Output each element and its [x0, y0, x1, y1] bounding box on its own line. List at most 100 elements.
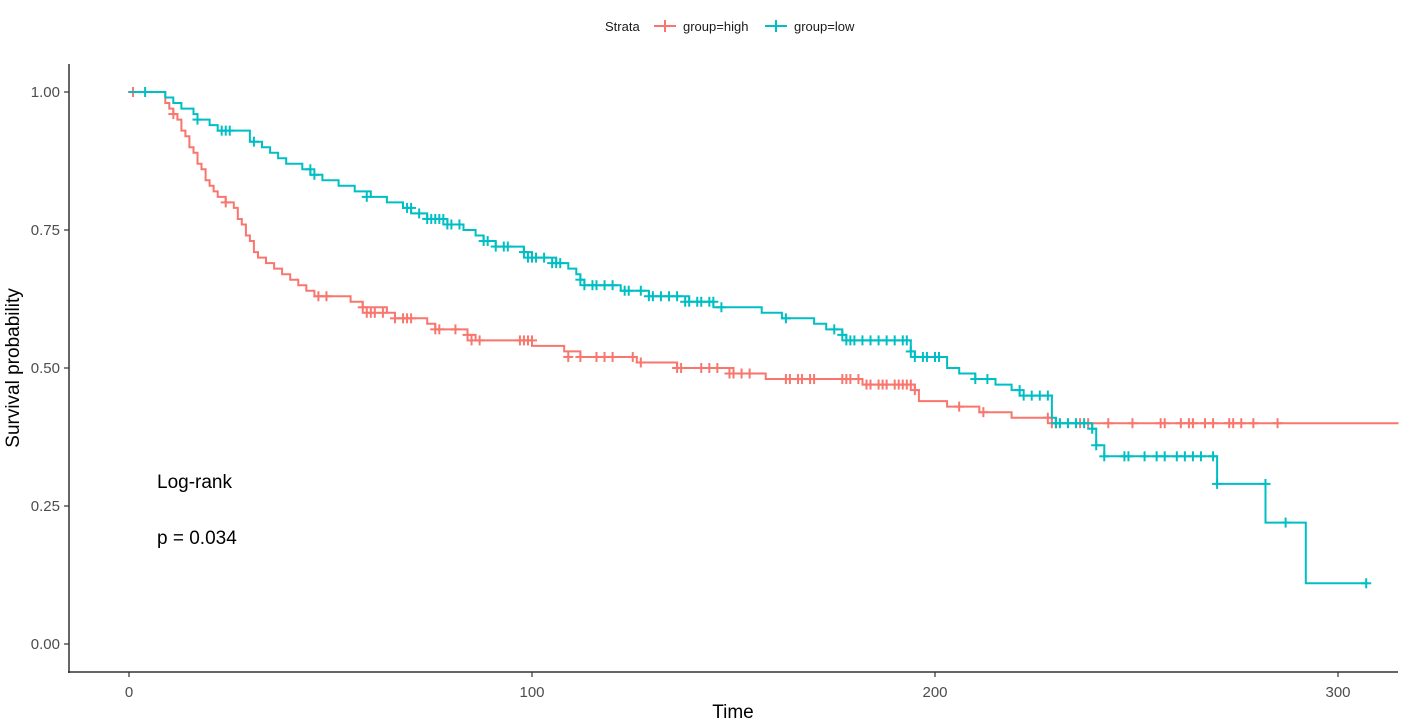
censor-mark-low [1195, 451, 1206, 462]
censor-mark-high [978, 407, 989, 418]
censor-mark-low [829, 324, 840, 335]
censor-mark-high [744, 368, 755, 379]
censor-mark-low [1042, 390, 1053, 401]
censor-mark-low [905, 346, 916, 357]
censor-mark-high [474, 335, 485, 346]
legend-key-high [654, 20, 676, 32]
censor-mark-low [780, 313, 791, 324]
y-tick-label: 0.75 [31, 222, 60, 239]
censor-mark-high [676, 363, 687, 373]
legend-label-low: group=low [794, 19, 855, 34]
censor-mark-low [224, 125, 235, 136]
censor-mark-high [321, 291, 332, 302]
survival-curve-low [129, 91, 1367, 585]
censor-mark-high [1248, 418, 1259, 429]
censor-mark-high [406, 313, 417, 324]
censor-mark-low [1099, 451, 1110, 462]
censor-mark-high [809, 374, 820, 385]
y-tick-label: 0.50 [31, 360, 60, 377]
censor-mark-low [1212, 478, 1223, 489]
censor-mark-high [1208, 418, 1219, 429]
censor-mark-low [970, 374, 981, 385]
censor-mark-low [1159, 451, 1170, 462]
censor-mark-low [438, 213, 449, 224]
censor-mark-high [954, 401, 965, 412]
censor-mark-low [482, 236, 493, 247]
censor-mark-low [414, 208, 425, 219]
censor-mark-high [905, 379, 916, 390]
x-ticks: 0 100 200 300 [125, 672, 1351, 701]
censor-mark-low [934, 351, 945, 362]
censor-mark-high [527, 335, 537, 346]
censor-mark-low [309, 169, 320, 180]
censor-mark-low [1014, 385, 1025, 396]
legend-label-high: group=high [683, 19, 748, 34]
censor-mark-high [377, 307, 388, 318]
censor-mark-low [518, 247, 529, 258]
censor-mark-high [434, 324, 445, 335]
censor-mark-high [1236, 418, 1247, 429]
censor-mark-low [716, 302, 727, 313]
censor-mark-high [220, 197, 231, 208]
censor-mark-high [450, 324, 461, 335]
censor-mark-low [901, 335, 912, 346]
censor-mark-low [555, 258, 566, 269]
censor-mark-low [1091, 440, 1102, 451]
censor-mark-high [607, 351, 618, 362]
curves [128, 87, 1399, 589]
censor-mark-low [1087, 423, 1098, 434]
censor-mark-low [575, 274, 586, 285]
censor-mark-high [462, 329, 473, 340]
censor-mark-low [837, 329, 848, 340]
censor-mark-low [1079, 418, 1090, 429]
x-tick-label: 100 [519, 684, 544, 701]
censor-mark-low [406, 202, 417, 213]
censor-mark-high [627, 351, 638, 362]
y-tick-label: 1.00 [31, 84, 60, 101]
log-rank-label: Log-rank [157, 472, 232, 493]
legend-key-low [765, 20, 787, 32]
legend-item-high: group=high [654, 19, 748, 34]
censor-mark-high [1103, 418, 1114, 429]
censor-mark-low [708, 296, 719, 307]
censor-mark-high [168, 109, 179, 120]
censor-mark-high [1272, 418, 1283, 429]
censor-mark-low [454, 219, 465, 230]
censor-mark-high [1159, 418, 1170, 429]
censor-mark-low [635, 285, 646, 296]
censor-mark-low [1280, 517, 1291, 528]
censor-mark-low [361, 191, 372, 202]
x-tick-label: 300 [1325, 684, 1350, 701]
survival-curve-high [129, 91, 1399, 425]
censor-mark-low [1139, 451, 1150, 462]
censor-mark-low [623, 285, 634, 296]
y-ticks: 0.00 0.25 0.50 0.75 1.00 [31, 84, 69, 653]
y-tick-label: 0.00 [31, 636, 60, 653]
censor-mark-low [1208, 451, 1219, 462]
censor-mark-low [982, 374, 993, 385]
censor-mark-high [909, 385, 920, 396]
censor-mark-high [853, 374, 864, 385]
censor-mark-high [357, 302, 368, 313]
censor-mark-low [248, 136, 259, 147]
censor-mark-high [712, 363, 723, 373]
legend: Strata group=high group=low [605, 19, 855, 34]
censor-mark-low [1361, 578, 1372, 589]
y-tick-label: 0.25 [31, 498, 60, 515]
x-tick-label: 0 [125, 684, 133, 701]
censor-mark-high [575, 351, 586, 362]
censor-mark-low [672, 291, 683, 302]
x-tick-label: 200 [922, 684, 947, 701]
censor-mark-low [539, 252, 550, 263]
censor-mark-low [1123, 451, 1134, 462]
legend-item-low: group=low [765, 19, 855, 34]
censor-mark-high [635, 357, 646, 368]
censor-mark-low [305, 164, 316, 175]
p-value-label: p = 0.034 [157, 528, 237, 549]
censor-mark-low [502, 241, 513, 252]
x-axis-title: Time [712, 702, 754, 720]
censor-mark-high [563, 351, 574, 362]
censor-mark-low [607, 280, 618, 291]
y-axis-title: Survival probability [3, 288, 24, 448]
